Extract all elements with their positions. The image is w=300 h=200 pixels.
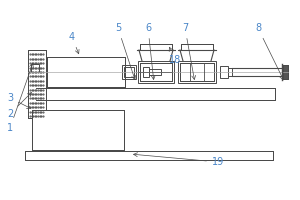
Bar: [35, 88, 275, 100]
Text: 5: 5: [115, 23, 136, 80]
Bar: [28, 50, 46, 118]
Bar: [28, 50, 46, 118]
Bar: [25, 151, 273, 160]
Bar: [178, 61, 216, 83]
Text: 3: 3: [7, 93, 31, 108]
Bar: [47, 57, 125, 87]
Bar: [35, 88, 275, 100]
Bar: [32, 110, 124, 150]
Bar: [140, 44, 172, 50]
Text: 7: 7: [182, 23, 196, 80]
Bar: [122, 65, 136, 79]
Bar: [180, 63, 214, 81]
Text: 6: 6: [145, 23, 155, 79]
Bar: [181, 44, 213, 50]
Text: 2: 2: [7, 93, 31, 119]
Bar: [140, 44, 172, 50]
Bar: [180, 63, 214, 81]
Text: 19: 19: [134, 153, 224, 167]
Bar: [25, 151, 273, 160]
Bar: [149, 69, 161, 75]
Bar: [283, 65, 288, 79]
Bar: [181, 44, 213, 50]
Text: 18: 18: [169, 47, 181, 65]
Bar: [140, 63, 172, 81]
Text: 4: 4: [69, 32, 79, 54]
Bar: [47, 57, 125, 87]
Bar: [220, 66, 228, 78]
Bar: [228, 68, 232, 76]
Bar: [140, 63, 172, 81]
Bar: [138, 61, 174, 83]
Bar: [283, 65, 288, 79]
Bar: [32, 110, 124, 150]
Bar: [143, 67, 149, 77]
Text: 8: 8: [255, 23, 284, 80]
Bar: [124, 67, 134, 77]
Bar: [31, 64, 39, 72]
Text: 1: 1: [7, 63, 33, 133]
